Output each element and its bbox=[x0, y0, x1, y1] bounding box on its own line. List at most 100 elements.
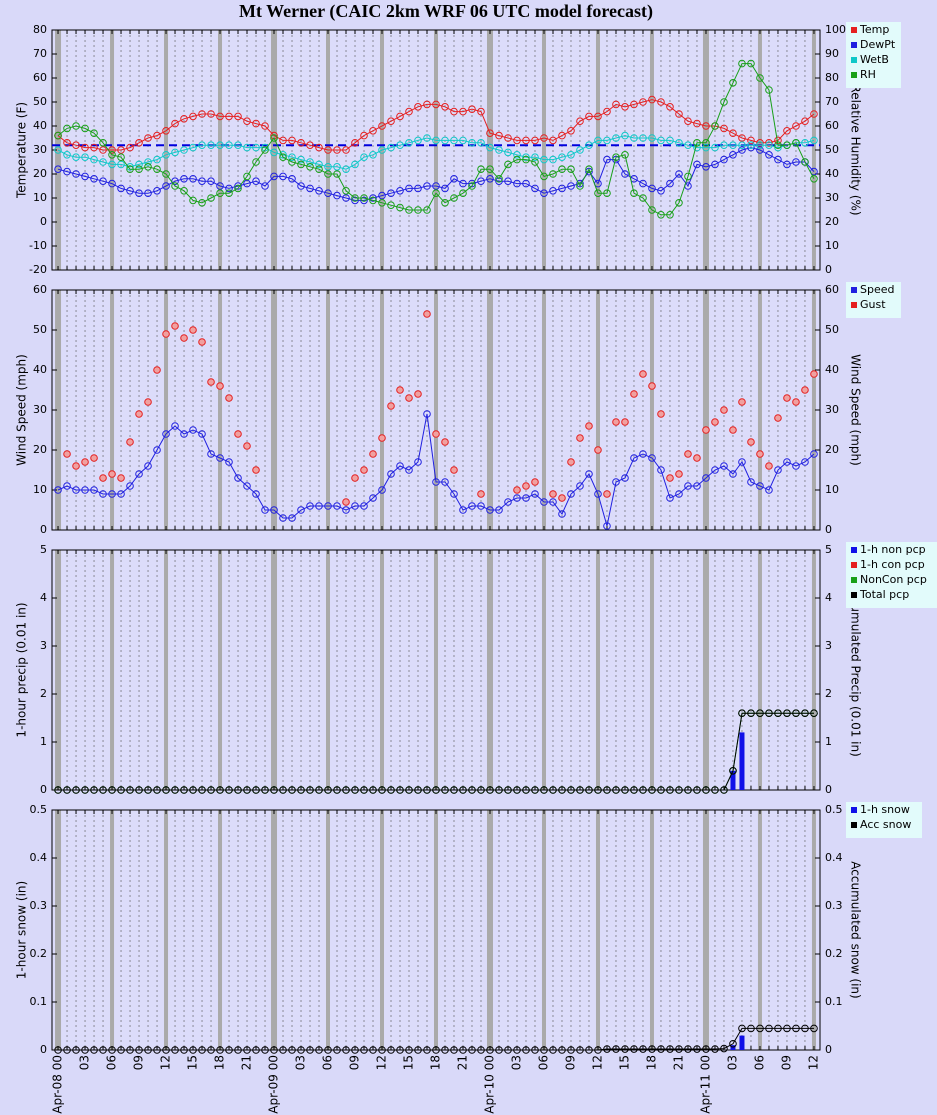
marker bbox=[54, 131, 62, 140]
marker bbox=[315, 786, 323, 794]
marker bbox=[72, 122, 80, 130]
marker bbox=[531, 478, 539, 486]
legend-label: 1-h con pcp bbox=[860, 558, 925, 571]
y2-tick-label: 50 bbox=[825, 143, 839, 156]
marker bbox=[189, 326, 197, 334]
marker bbox=[639, 786, 647, 794]
marker bbox=[423, 1046, 431, 1054]
x-tick-label: 18 bbox=[644, 1055, 658, 1070]
marker bbox=[63, 1046, 71, 1054]
marker bbox=[243, 442, 251, 450]
marker bbox=[738, 458, 746, 466]
marker bbox=[702, 474, 710, 482]
marker bbox=[225, 189, 233, 197]
marker bbox=[459, 189, 467, 197]
marker bbox=[162, 330, 170, 338]
marker bbox=[711, 143, 719, 152]
marker bbox=[423, 100, 431, 109]
y2-axis-label: Accumulated Precip (0.01 in) bbox=[849, 583, 863, 757]
marker bbox=[477, 502, 485, 510]
marker bbox=[495, 175, 503, 183]
marker bbox=[378, 191, 386, 200]
marker bbox=[99, 139, 107, 147]
bar bbox=[739, 732, 745, 790]
marker bbox=[783, 709, 791, 718]
marker bbox=[198, 110, 206, 118]
marker bbox=[594, 786, 602, 794]
marker bbox=[720, 1044, 728, 1053]
marker bbox=[432, 786, 440, 794]
y-tick-label: 2 bbox=[40, 687, 47, 700]
marker bbox=[432, 182, 440, 190]
marker bbox=[711, 122, 719, 130]
marker bbox=[486, 786, 494, 794]
marker bbox=[576, 434, 584, 442]
marker bbox=[126, 482, 134, 490]
marker bbox=[333, 191, 341, 200]
marker bbox=[171, 422, 179, 430]
marker bbox=[360, 194, 368, 202]
marker bbox=[54, 786, 62, 794]
marker bbox=[684, 786, 692, 794]
marker bbox=[783, 127, 791, 135]
marker bbox=[666, 179, 674, 188]
marker bbox=[90, 175, 98, 183]
marker bbox=[108, 490, 116, 498]
marker bbox=[216, 382, 224, 390]
marker bbox=[99, 1046, 107, 1054]
marker bbox=[531, 136, 539, 145]
marker bbox=[513, 1046, 521, 1054]
marker bbox=[333, 170, 341, 178]
y2-tick-label: 10 bbox=[825, 239, 839, 252]
marker bbox=[261, 143, 269, 152]
marker bbox=[612, 1045, 620, 1053]
marker bbox=[423, 786, 431, 794]
marker bbox=[306, 184, 314, 193]
marker bbox=[792, 398, 800, 406]
marker bbox=[405, 394, 413, 402]
marker bbox=[459, 136, 467, 145]
marker bbox=[216, 112, 224, 121]
y-tick-label: 0 bbox=[40, 215, 47, 228]
y2-tick-label: 2 bbox=[825, 687, 832, 700]
marker bbox=[657, 1045, 665, 1053]
marker bbox=[675, 170, 683, 178]
marker bbox=[666, 494, 674, 502]
legend-swatch bbox=[851, 287, 857, 293]
marker bbox=[162, 127, 170, 135]
marker bbox=[792, 462, 800, 470]
marker bbox=[423, 410, 431, 418]
legend-swatch bbox=[851, 57, 857, 63]
marker bbox=[450, 466, 458, 474]
marker bbox=[243, 786, 251, 794]
marker bbox=[135, 160, 143, 169]
marker bbox=[792, 1024, 800, 1033]
marker bbox=[198, 786, 206, 794]
x-tick-label: 06 bbox=[105, 1055, 119, 1070]
x-tick-label: 03 bbox=[725, 1055, 739, 1070]
series-line bbox=[58, 712, 814, 791]
marker bbox=[612, 153, 620, 161]
y2-tick-label: 0 bbox=[825, 783, 832, 796]
y-tick-label: 10 bbox=[33, 191, 47, 204]
marker bbox=[414, 206, 422, 214]
marker bbox=[423, 182, 431, 190]
marker bbox=[63, 167, 71, 176]
marker bbox=[126, 1046, 134, 1054]
y-tick-label: 0.4 bbox=[30, 851, 48, 864]
marker bbox=[171, 119, 179, 128]
marker bbox=[684, 117, 692, 125]
marker bbox=[99, 146, 107, 154]
marker bbox=[684, 482, 692, 490]
marker bbox=[621, 786, 629, 794]
marker bbox=[603, 786, 611, 794]
marker bbox=[504, 498, 512, 506]
marker bbox=[675, 490, 683, 498]
marker bbox=[441, 438, 449, 446]
marker bbox=[135, 470, 143, 478]
marker bbox=[135, 165, 143, 173]
y-axis-label: 1-hour precip (0.01 in) bbox=[15, 602, 29, 737]
marker bbox=[810, 1024, 818, 1033]
marker bbox=[468, 786, 476, 794]
marker bbox=[63, 450, 71, 458]
